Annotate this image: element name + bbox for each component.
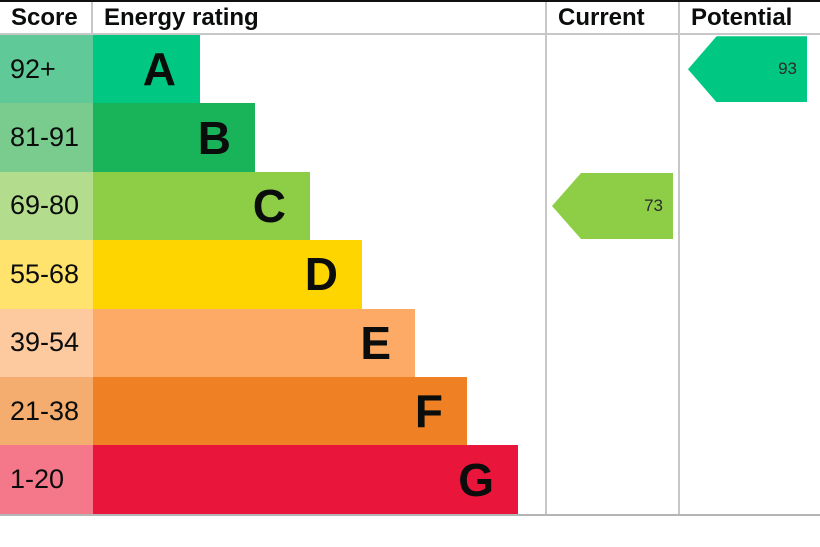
rating-cell-f: F [93, 376, 545, 446]
grade-letter-g: G [458, 453, 494, 506]
current-rating-arrow: 73 [552, 172, 673, 239]
grade-letter-e: E [360, 316, 391, 369]
score-range-c-label: 69-80 [10, 190, 80, 221]
header-potential-label: Potential [691, 3, 793, 31]
rating-bar-e: E [93, 308, 415, 377]
table-header-row: Score Energy rating Current Potential [0, 2, 820, 35]
current-cell-d [545, 240, 678, 309]
potential-cell-c [678, 171, 820, 241]
rating-bar-d: D [93, 240, 362, 309]
current-cell-a [545, 35, 678, 104]
rating-bar-b: B [93, 103, 255, 172]
score-range-f: 21-38 [0, 376, 93, 446]
score-range-f-label: 21-38 [10, 395, 80, 426]
rating-bar-a: A [93, 35, 200, 104]
rating-cell-g: G [93, 445, 545, 514]
band-row-g: 1-20 G [0, 445, 820, 514]
header-current: Current [545, 2, 678, 35]
rating-bar-c: C [93, 171, 310, 241]
score-range-b: 81-91 [0, 103, 93, 172]
current-cell-g [545, 445, 678, 514]
current-cell-c: 73 [545, 171, 678, 241]
rating-bar-g: G [93, 445, 518, 514]
score-range-a-label: 92+ [10, 53, 56, 84]
rating-cell-d: D [93, 240, 545, 309]
header-current-label: Current [558, 3, 645, 31]
potential-cell-e [678, 308, 820, 377]
band-row-a: 92+ A 93 [0, 35, 820, 104]
grade-letter-f: F [414, 385, 443, 438]
header-potential: Potential [678, 2, 820, 35]
potential-rating-arrow: 93 [688, 36, 807, 103]
score-range-e: 39-54 [0, 308, 93, 377]
header-energy-rating-label: Energy rating [104, 3, 259, 31]
grade-letter-d: D [304, 248, 338, 301]
grade-letter-c: C [252, 179, 286, 232]
potential-value: 93 [778, 59, 797, 79]
current-value: 73 [644, 195, 663, 215]
header-energy-rating: Energy rating [93, 2, 545, 35]
score-range-g: 1-20 [0, 445, 93, 514]
potential-cell-f [678, 376, 820, 446]
band-row-d: 55-68 D [0, 240, 820, 309]
score-range-e-label: 39-54 [10, 327, 80, 358]
band-row-c: 69-80 C 73 [0, 171, 820, 241]
current-cell-f [545, 376, 678, 446]
current-cell-b [545, 103, 678, 172]
epc-table: Score Energy rating Current Potential 92… [0, 0, 820, 516]
potential-cell-g [678, 445, 820, 514]
score-range-b-label: 81-91 [10, 122, 80, 153]
score-range-d: 55-68 [0, 240, 93, 309]
potential-cell-d [678, 240, 820, 309]
score-range-a: 92+ [0, 35, 93, 104]
potential-cell-b [678, 103, 820, 172]
header-score: Score [0, 2, 93, 35]
potential-cell-a: 93 [678, 35, 820, 104]
score-range-c: 69-80 [0, 171, 93, 241]
header-score-label: Score [11, 3, 78, 31]
current-cell-e [545, 308, 678, 377]
score-range-g-label: 1-20 [10, 464, 65, 495]
grade-letter-b: B [197, 111, 231, 164]
rating-cell-c: C [93, 171, 545, 241]
rating-cell-a: A [93, 35, 545, 104]
band-row-f: 21-38 F [0, 376, 820, 446]
band-row-b: 81-91 B [0, 103, 820, 172]
rating-cell-e: E [93, 308, 545, 377]
score-range-d-label: 55-68 [10, 258, 80, 289]
band-row-e: 39-54 E [0, 308, 820, 377]
rating-cell-b: B [93, 103, 545, 172]
rating-bar-f: F [93, 376, 467, 446]
grade-letter-a: A [142, 43, 176, 96]
